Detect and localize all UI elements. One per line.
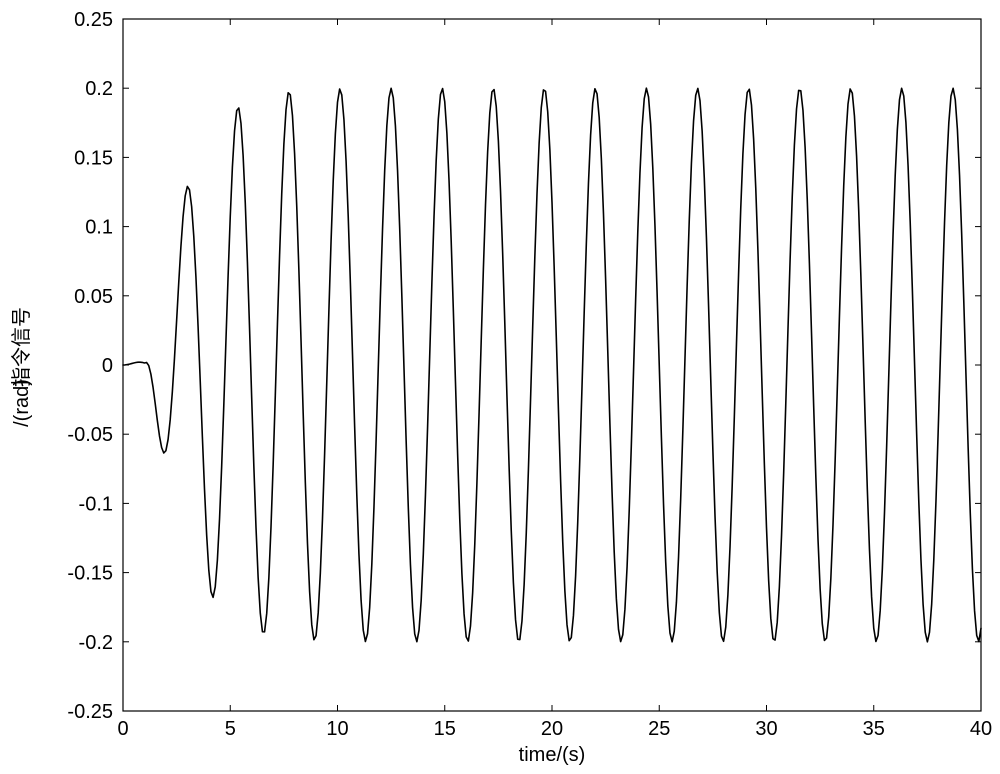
x-tick-label: 40 (970, 718, 992, 740)
x-tick-label: 30 (755, 718, 777, 740)
chart-bg (0, 0, 1000, 774)
y-tick-label: -0.05 (67, 424, 113, 446)
y-tick-label: -0.1 (79, 493, 113, 515)
chart-svg: 0 5 10 15 20 25 30 35 40 -0.25 -0.2 -0.15 -0.1 -0.05 0… (0, 0, 1000, 774)
x-tick-label: 35 (863, 718, 885, 740)
x-tick-label: 5 (225, 718, 236, 740)
x-tick-label: 0 (117, 718, 128, 740)
y-tick-label: 0.2 (85, 78, 113, 100)
x-tick-label: 15 (434, 718, 456, 740)
y-tick-label: -0.25 (67, 701, 113, 723)
y-axis-label: 指令信号 (10, 307, 33, 387)
y-tick-label: 0.1 (85, 217, 113, 239)
x-axis-label: time/(s) (519, 744, 586, 766)
y-tick-label: 0.15 (74, 147, 113, 169)
line-chart: 0 5 10 15 20 25 30 35 40 -0.25 -0.2 -0.15 -0.1 -0.05 0… (0, 0, 1000, 774)
y-tick-label: -0.15 (67, 563, 113, 585)
y-tick-label: 0 (102, 355, 113, 377)
y-tick-label: 0.25 (74, 9, 113, 31)
y-tick-label: -0.2 (79, 632, 113, 654)
y-axis-label-unit: /(rad) (11, 379, 33, 427)
x-tick-label: 20 (541, 718, 563, 740)
x-tick-label: 25 (648, 718, 670, 740)
y-tick-label: 0.05 (74, 286, 113, 308)
x-tick-label: 10 (326, 718, 348, 740)
